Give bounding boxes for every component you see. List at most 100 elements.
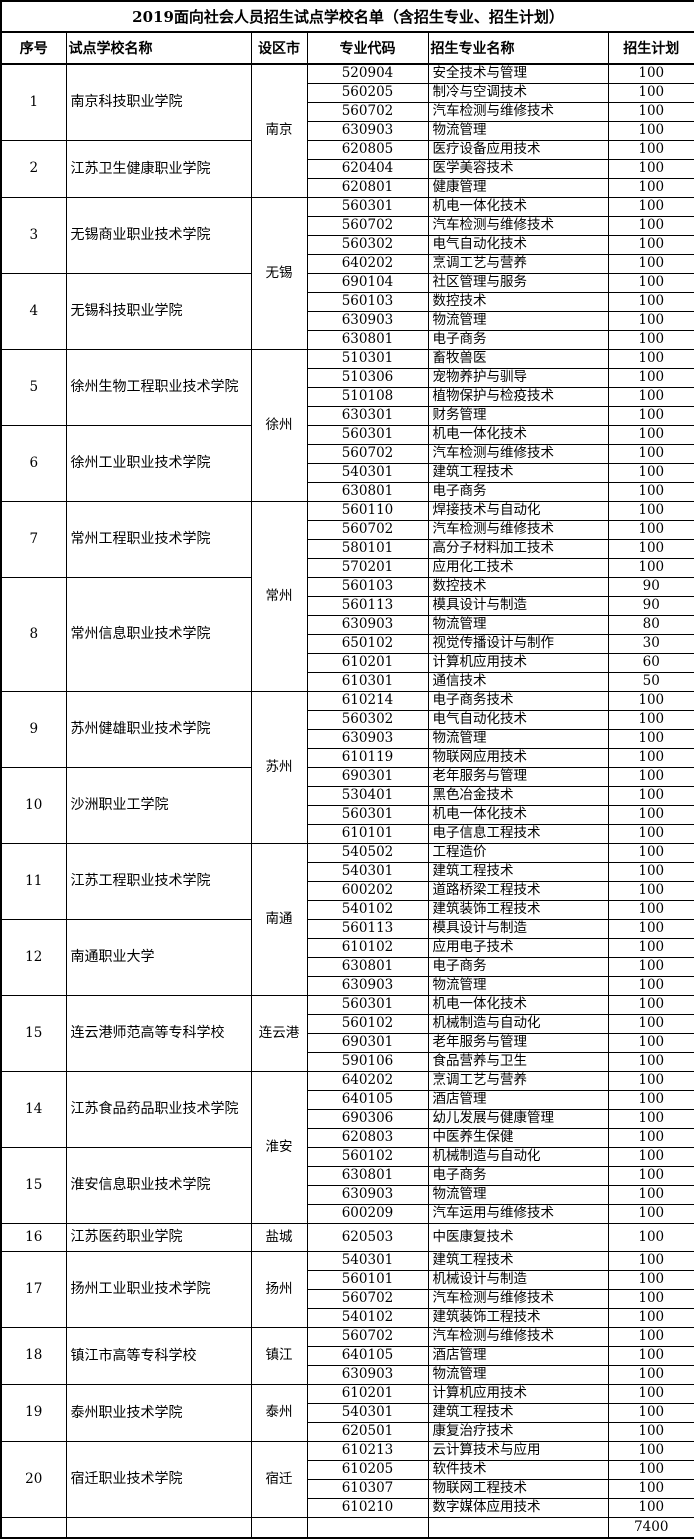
major-code-cell: 540502 (306, 843, 429, 863)
col-header-city: 设区市 (250, 31, 308, 65)
major-name-cell: 建筑工程技术 (427, 1251, 609, 1271)
major-name-cell: 物流管理 (427, 121, 609, 141)
plan-cell: 100 (607, 292, 694, 312)
plan-cell: 100 (607, 957, 694, 977)
major-name-cell: 物流管理 (427, 1185, 609, 1205)
plan-cell: 100 (607, 843, 694, 863)
plan-cell: 100 (607, 1147, 694, 1167)
table-row: 630801 电子商务 100 (1, 482, 694, 502)
major-code-cell: 620805 (306, 140, 429, 160)
row-no-cell: 9 (0, 691, 67, 768)
major-code-cell: 560113 (306, 596, 429, 616)
school-name-cell: 连云港师范高等专科学校 (65, 995, 252, 1072)
table-row: 560702 汽车检测与维修技术 100 (1, 216, 694, 236)
table-row: 630903 物流管理 100 (1, 121, 694, 141)
major-name-cell: 物联网应用技术 (427, 748, 609, 768)
plan-cell: 100 (607, 1346, 694, 1366)
title-row: 2019面向社会人员招生试点学校名单（含招生专业、招生计划） (0, 0, 694, 33)
major-code-cell: 600209 (306, 1204, 429, 1224)
major-code-cell: 560702 (306, 1289, 429, 1309)
major-name-cell: 烹调工艺与营养 (427, 254, 609, 274)
plan-cell: 100 (607, 121, 694, 141)
table-row: 17 扬州工业职业技术学院 扬州 540301 建筑工程技术 100 (0, 1251, 694, 1328)
major-name-cell: 汽车检测与维修技术 (427, 1327, 609, 1347)
major-name-cell: 汽车检测与维修技术 (427, 216, 609, 236)
major-name-cell: 财务管理 (427, 406, 609, 426)
major-name-cell: 老年服务与管理 (427, 767, 609, 787)
major-name-cell: 健康管理 (427, 178, 609, 198)
plan-cell: 100 (607, 1460, 694, 1480)
major-code-cell: 560102 (306, 1014, 429, 1034)
major-code-cell: 610210 (306, 1498, 429, 1518)
major-code-cell: 690306 (306, 1109, 429, 1129)
plan-cell: 100 (607, 824, 694, 844)
major-name-cell: 数控技术 (427, 292, 609, 312)
plan-cell: 100 (607, 1033, 694, 1053)
school-name-cell: 常州工程职业技术学院 (65, 501, 252, 578)
table-row: 1 南京科技职业学院 南京 520904 安全技术与管理 100 (0, 63, 694, 198)
table-row: 510306 宠物养护与驯导 100 (1, 368, 694, 388)
major-code-cell: 560301 (306, 425, 429, 445)
major-name-cell: 黑色冶金技术 (427, 786, 609, 806)
major-code-cell: 580101 (306, 539, 429, 559)
plan-cell: 100 (607, 349, 694, 369)
school-name-cell: 江苏工程职业技术学院 (65, 843, 252, 920)
total-major-cell (427, 1517, 609, 1539)
major-code-cell: 630903 (306, 1365, 429, 1385)
major-code-cell: 640202 (306, 254, 429, 274)
plan-cell: 100 (607, 1185, 694, 1205)
plan-cell: 100 (607, 1251, 694, 1271)
city-cell: 苏州 (250, 691, 308, 844)
school-name-cell: 江苏食品药品职业技术学院 (65, 1071, 252, 1148)
plan-cell: 100 (607, 387, 694, 407)
plan-cell: 100 (607, 919, 694, 939)
table-row: 11 江苏工程职业技术学院 南通 540502 工程造价 100 (0, 843, 694, 996)
major-name-cell: 机械设计与制造 (427, 1270, 609, 1290)
major-code-cell: 610101 (306, 824, 429, 844)
major-code-cell: 560702 (306, 444, 429, 464)
major-name-cell: 汽车检测与维修技术 (427, 520, 609, 540)
major-code-cell: 610201 (306, 1384, 429, 1404)
page-title: 2019面向社会人员招生试点学校名单（含招生专业、招生计划） (0, 0, 694, 33)
major-code-cell: 540301 (306, 463, 429, 483)
table-row: 630903 物流管理 100 (1, 976, 694, 996)
city-cell: 盐城 (250, 1223, 308, 1252)
major-name-cell: 机电一体化技术 (427, 425, 609, 445)
major-code-cell: 560110 (306, 501, 429, 521)
major-code-cell: 610119 (306, 748, 429, 768)
major-name-cell: 电子商务 (427, 330, 609, 350)
city-cell: 连云港 (250, 995, 308, 1072)
major-name-cell: 电子商务 (427, 482, 609, 502)
table-row: 560102 机械制造与自动化 100 (1, 1014, 694, 1034)
table-row: 3 无锡商业职业技术学院 无锡 560301 机电一体化技术 100 (0, 197, 694, 350)
major-code-cell: 610205 (306, 1460, 429, 1480)
table-row: 20 宿迁职业技术学院 宿迁 610213 云计算技术与应用 100 (0, 1441, 694, 1518)
total-plan-value: 7400 (607, 1517, 694, 1539)
plan-cell: 100 (607, 1128, 694, 1148)
row-no-cell: 18 (0, 1327, 67, 1385)
table-row: 4 无锡科技职业学院 690104 社区管理与服务 100 (0, 273, 694, 350)
major-name-cell: 植物保护与检疫技术 (427, 387, 609, 407)
city-cell: 宿迁 (250, 1441, 308, 1518)
row-no-cell: 6 (0, 425, 67, 502)
major-name-cell: 医学美容技术 (427, 159, 609, 179)
major-name-cell: 应用电子技术 (427, 938, 609, 958)
table-row: 630903 物流管理 100 (1, 311, 694, 331)
plan-cell: 100 (607, 1384, 694, 1404)
plan-cell: 100 (607, 786, 694, 806)
major-code-cell: 510108 (306, 387, 429, 407)
school-name-cell: 扬州工业职业技术学院 (65, 1251, 252, 1328)
major-name-cell: 电子信息工程技术 (427, 824, 609, 844)
city-cell: 南京 (250, 63, 308, 198)
school-name-cell: 徐州生物工程职业技术学院 (65, 349, 252, 426)
row-no-cell: 7 (0, 501, 67, 578)
row-no-cell: 15 (0, 995, 67, 1072)
city-cell: 镇江 (250, 1327, 308, 1385)
table-row: 630903 物流管理 100 (1, 1365, 694, 1385)
major-code-cell: 610102 (306, 938, 429, 958)
row-no-cell: 3 (0, 197, 67, 274)
school-name-cell: 镇江市高等专科学校 (65, 1327, 252, 1385)
table-row: 610301 通信技术 50 (1, 672, 694, 692)
major-code-cell: 560702 (306, 216, 429, 236)
major-name-cell: 社区管理与服务 (427, 273, 609, 293)
